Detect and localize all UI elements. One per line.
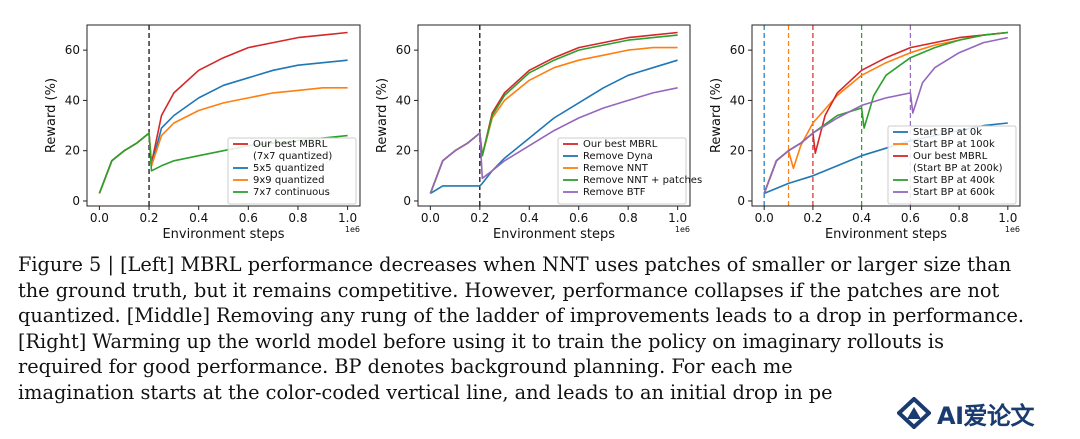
legend-entry: Start BP at 0k (913, 127, 982, 138)
legend-entry: Remove NNT (583, 163, 649, 174)
figure-caption: Figure 5 | [Left] MBRL performance decre… (18, 252, 1063, 405)
x-scale-label: 1e6 (345, 225, 360, 234)
x-tick-label: 0.2 (139, 211, 158, 225)
legend-box (887, 125, 1017, 205)
legend-entry: 9x9 quantized (253, 175, 324, 186)
chart-panel-2: 0.0 0.2 0.4 0.6 0.8 1.0 0 20 40 60 1e6 Environment … (375, 24, 702, 242)
legend-box (557, 137, 687, 205)
x-tick-label: 0.6 (239, 211, 258, 225)
y-tick-label: 0 (737, 194, 745, 208)
y-tick-label: 60 (730, 43, 745, 57)
y-axis-label: Reward (%) (44, 78, 59, 153)
caption-line: quantized. [Middle] Removing any rung of… (18, 304, 1025, 327)
legend-entry: Remove NNT + patches (583, 175, 702, 186)
x-tick-label: 0.0 (755, 211, 774, 225)
y-tick-label: 40 (396, 93, 411, 107)
x-tick-label: 0.8 (288, 211, 307, 225)
y-tick-label: 20 (396, 144, 411, 158)
series-line (763, 36, 1008, 194)
caption-line: [Right] Warming up the world model befor… (18, 329, 944, 353)
y-tick-label: 0 (72, 194, 80, 208)
x-tick-label: 0.6 (569, 211, 588, 225)
caption-line: Figure 5 | [Left] MBRL performance decre… (18, 253, 1012, 276)
x-axis-label: Environment steps (825, 227, 947, 242)
legend-entry: Start BP at 100k (913, 139, 995, 150)
legend-entry: Remove BTF (583, 187, 646, 198)
y-axis-label: Reward (%) (375, 78, 390, 153)
x-tick-label: 1.0 (338, 211, 357, 225)
x-tick-label: 0.6 (901, 211, 920, 225)
watermark-text: AI爱论文 (937, 401, 1035, 430)
x-tick-label: 0.4 (852, 211, 871, 225)
y-tick-label: 20 (730, 144, 745, 158)
x-tick-label: 0.2 (803, 211, 822, 225)
x-tick-label: 0.8 (950, 211, 969, 225)
x-scale-label: 1e6 (675, 225, 690, 234)
watermark-logo: AI爱论文 (897, 392, 1067, 434)
legend-entry: Remove Dyna (583, 151, 653, 162)
y-tick-label: 40 (65, 93, 80, 107)
y-tick-label: 40 (730, 93, 745, 107)
legend-entry: Start BP at 400k (913, 175, 995, 186)
y-tick-label: 60 (65, 43, 80, 57)
y-tick-label: 20 (65, 144, 80, 158)
legend-entry: (Start BP at 200k) (913, 163, 1003, 174)
legend-entry: 7x7 continuous (253, 187, 330, 198)
x-tick-label: 0.8 (619, 211, 638, 225)
legend-entry: Our best MBRL (253, 139, 328, 150)
legend-entry: Our best MBRL (583, 139, 658, 150)
x-tick-label: 1.0 (668, 211, 687, 225)
watermark-icon (897, 397, 931, 429)
series-line (429, 59, 678, 195)
y-tick-label: 0 (403, 194, 411, 208)
x-tick-label: 0.0 (90, 211, 109, 225)
legend-entry: (7x7 quantized) (253, 151, 332, 162)
chart-panel-3: 0.0 0.2 0.4 0.6 0.8 1.0 0 20 40 60 1e6 Environment … (709, 24, 1021, 242)
legend-entry: 5x5 quantized (253, 163, 324, 174)
caption-line: required for good performance. BP denote… (18, 355, 793, 378)
x-scale-label: 1e6 (1005, 225, 1020, 234)
x-axis-label: Environment steps (162, 227, 284, 242)
plot-frame (86, 24, 361, 207)
legend-box (227, 137, 357, 205)
plot-frame (417, 24, 691, 207)
legend-entry: Start BP at 600k (913, 187, 995, 198)
chart-panel-1: 0.0 0.2 0.4 0.6 0.8 1.0 0 20 40 60 1e6 Environment … (44, 24, 361, 242)
x-tick-label: 0.4 (189, 211, 208, 225)
x-tick-label: 0.2 (470, 211, 489, 225)
series-line (429, 87, 678, 194)
plot-frame (751, 24, 1021, 207)
y-axis-label: Reward (%) (709, 78, 724, 153)
caption-line: imagination starts at the color-coded ve… (18, 380, 833, 404)
y-tick-label: 60 (396, 43, 411, 57)
legend-entry: Our best MBRL (913, 151, 988, 162)
x-tick-label: 1.0 (998, 211, 1017, 225)
caption-line: the ground truth, but it remains competi… (18, 278, 1000, 302)
x-axis-label: Environment steps (493, 227, 615, 242)
figure-charts: 0.0 0.2 0.4 0.6 0.8 1.0 0 20 40 60 1e6 Environment … (44, 24, 1021, 242)
x-tick-label: 0.4 (520, 211, 539, 225)
x-tick-label: 0.0 (421, 211, 440, 225)
